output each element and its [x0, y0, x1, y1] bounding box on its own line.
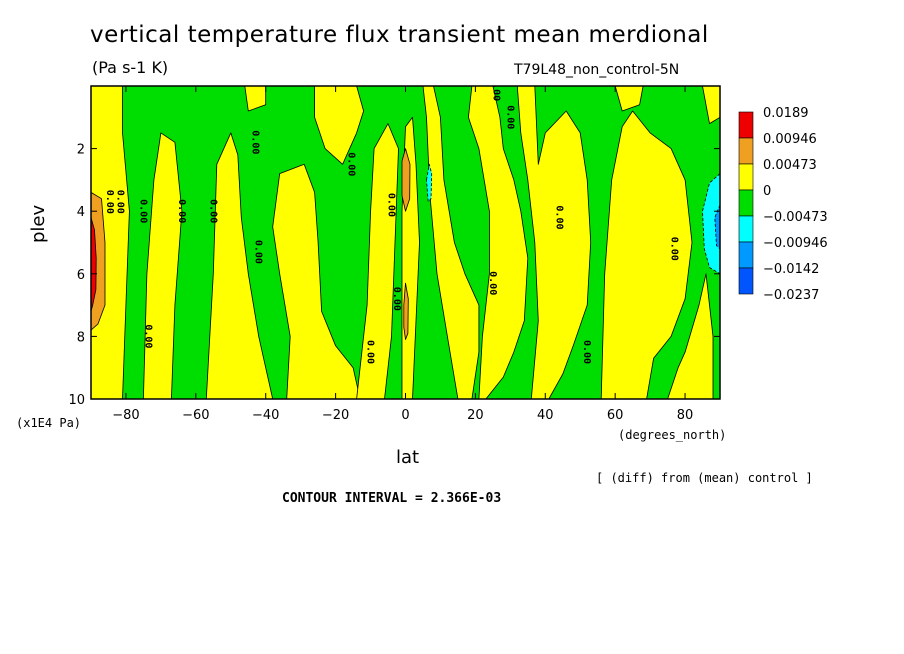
- y-tick-label-0: 2: [77, 143, 85, 158]
- x-tick-label-6: 40: [537, 408, 554, 423]
- legend-swatch-2: [738, 163, 754, 191]
- contour-region-positive-13: [702, 86, 720, 124]
- contour-label-13: 0.00: [504, 105, 515, 129]
- legend-swatch-6: [738, 267, 754, 295]
- legend-label-1: 0.00946: [763, 132, 817, 147]
- legend-label-5: −0.00946: [763, 236, 828, 251]
- x-tick-label-8: 80: [677, 408, 694, 423]
- contour-interval: CONTOUR INTERVAL = 2.366E-03: [282, 491, 502, 506]
- contour-region-negative-20: [702, 173, 720, 275]
- contour-region-strong-negative-21: [714, 204, 720, 250]
- contour-region-strong-positive-16: [401, 148, 411, 212]
- legend-label-3: 0: [763, 184, 771, 199]
- legend-swatch-4: [738, 215, 754, 243]
- chart-units: (Pa s-1 K): [92, 58, 169, 77]
- contour-region-positive-0: [91, 86, 130, 399]
- contour-label-12: 0.00: [487, 271, 498, 295]
- y-tick-label-3: 8: [77, 330, 85, 345]
- x-tick-label-3: −20: [322, 408, 349, 423]
- contour-label-14: 0.00: [553, 205, 564, 229]
- contour-regions: [91, 86, 720, 399]
- legend-swatch-1: [738, 137, 754, 165]
- y-axis-unit: (x1E4 Pa): [16, 416, 82, 430]
- contour-region-positive-10: [516, 86, 592, 399]
- contour-region-positive-1: [142, 132, 183, 399]
- y-tick-label-4: 10: [68, 393, 85, 408]
- contour-label-7: 0.00: [345, 152, 356, 176]
- contour-label-17: 0.00: [490, 77, 501, 101]
- contour-region-positive-4: [272, 163, 361, 399]
- contour-region-positive-6: [356, 123, 399, 399]
- contour-region-positive-5: [314, 86, 365, 165]
- contour-label-3: 0.00: [176, 199, 187, 223]
- legend-swatch-5: [738, 241, 754, 269]
- x-tick-label-1: −60: [182, 408, 209, 423]
- x-axis-label: lat: [396, 447, 420, 468]
- contour-label-5: 0.00: [253, 240, 264, 264]
- contour-label-9: 0.00: [391, 287, 402, 311]
- x-tick-label-5: 20: [467, 408, 484, 423]
- y-axis-ticks: 2 4 6 8 10: [68, 143, 720, 408]
- dataset-name: T79L48_non_control-5N: [514, 62, 680, 78]
- contour-region-extreme-positive-18: [91, 217, 97, 312]
- legend-label-2: 0.00473: [763, 158, 817, 173]
- contour-region-positive-11: [600, 110, 693, 399]
- contour-region-positive-12: [667, 273, 714, 399]
- contour-label-16: 0.00: [669, 237, 680, 261]
- x-tick-label-4: 0: [401, 408, 409, 423]
- y-tick-label-2: 6: [77, 268, 85, 283]
- contour-label-10: 0.00: [365, 340, 376, 364]
- contour-label-6: 0.00: [249, 130, 260, 154]
- legend-label-4: −0.00473: [763, 210, 828, 225]
- x-tick-label-7: 60: [607, 408, 624, 423]
- contour-label-4: 0.00: [207, 199, 218, 223]
- contour-region-positive-8: [422, 86, 480, 399]
- x-tick-label-0: −80: [112, 408, 139, 423]
- contour-region-strong-positive-17: [403, 282, 409, 340]
- contour-label-2: 0.00: [137, 199, 148, 223]
- diff-note: [ (diff) from (mean) control ]: [596, 471, 813, 485]
- contour-label-0: 0.00: [104, 190, 115, 214]
- color-legend: 0.0189 0.00946 0.00473 0 −0.00473 −0.00946 −0.…: [738, 106, 828, 303]
- contour-label-15: 0.00: [581, 340, 592, 364]
- contour-label-1: 0.00: [115, 190, 126, 214]
- x-axis-unit: (degrees_north): [618, 428, 727, 442]
- legend-label-7: −0.0237: [763, 288, 819, 303]
- y-tick-label-1: 4: [77, 205, 85, 220]
- x-tick-label-2: −40: [252, 408, 279, 423]
- x-axis-ticks: −80 −60 −40 −20 0 20 40 60 80: [112, 86, 693, 423]
- contour-region-negative-19: [426, 163, 433, 203]
- contour-label-11: 0.00: [143, 324, 154, 348]
- legend-swatch-0: [738, 111, 754, 139]
- contour-region-positive-14: [614, 86, 644, 112]
- contour-region-positive-2: [205, 132, 274, 399]
- legend-label-6: −0.0142: [763, 262, 819, 277]
- contour-label-8: 0.00: [386, 193, 397, 217]
- contour-labels: 0.00 0.00 0.00 0.00 0.000.000.000.000.000.00…: [104, 77, 680, 364]
- legend-label-0: 0.0189: [763, 106, 809, 121]
- legend-swatch-3: [738, 189, 754, 217]
- contour-region-positive-9: [467, 86, 529, 399]
- chart-title: vertical temperature flux transient mean…: [90, 22, 709, 48]
- contour-region-positive-3: [244, 86, 267, 112]
